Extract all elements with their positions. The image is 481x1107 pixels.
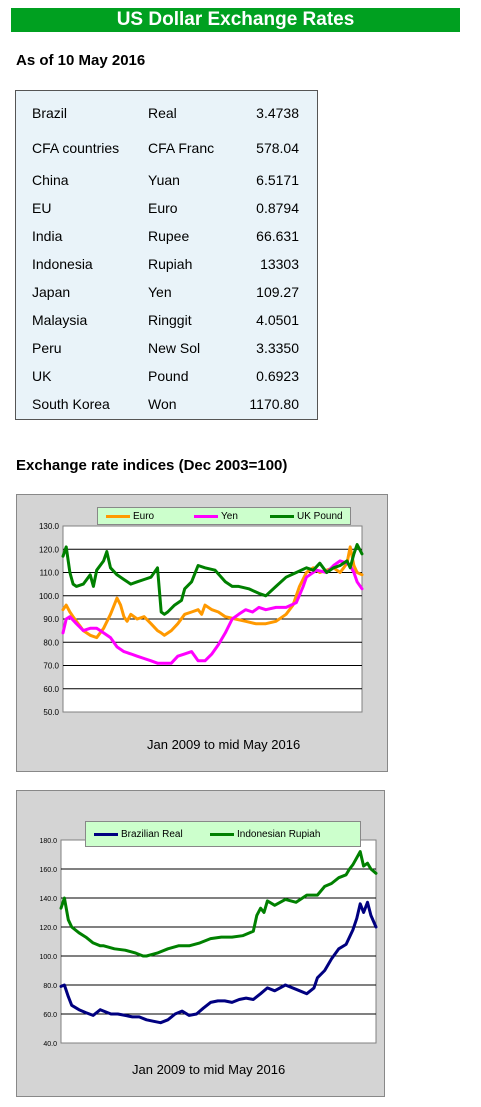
rate-value: 6.5171 bbox=[256, 172, 299, 188]
series-line-brazilian-real bbox=[59, 900, 378, 1025]
legend-item: UK Pound bbox=[270, 508, 343, 524]
chart-legend: Euro Yen UK Pound bbox=[97, 507, 351, 525]
rate-value: 3.3350 bbox=[256, 340, 299, 356]
rate-country: CFA countries bbox=[32, 140, 120, 156]
rate-value: 4.0501 bbox=[256, 312, 299, 328]
y-tick-label: 70.0 bbox=[43, 662, 59, 671]
rate-currency: CFA Franc bbox=[148, 140, 215, 156]
legend-label: Euro bbox=[133, 510, 155, 522]
indices-heading: Exchange rate indices (Dec 2003=100) bbox=[16, 457, 288, 474]
rate-value: 0.6923 bbox=[256, 368, 299, 384]
rate-value: 13303 bbox=[260, 256, 299, 272]
rate-currency: Yen bbox=[148, 284, 172, 300]
legend-label: Indonesian Rupiah bbox=[237, 828, 321, 840]
y-tick-label: 180.0 bbox=[39, 838, 57, 845]
page-title: US Dollar Exchange Rates bbox=[11, 8, 460, 32]
rate-row: Indonesia Rupiah 13303 bbox=[16, 252, 317, 276]
legend-label: Brazilian Real bbox=[121, 828, 183, 840]
rate-row: India Rupee 66.631 bbox=[16, 224, 317, 248]
y-tick-label: 100.0 bbox=[39, 592, 60, 601]
legend-item: Indonesian Rupiah bbox=[210, 826, 320, 842]
chart-x-caption: Jan 2009 to mid May 2016 bbox=[132, 1062, 286, 1077]
rate-currency: Pound bbox=[148, 368, 189, 384]
index-chart: 130.0 120.0 110.0 100.0 90.0 80.0 70.0 60.0 50.0 bbox=[39, 522, 364, 717]
chart-x-caption: Jan 2009 to mid May 2016 bbox=[147, 737, 301, 752]
rate-value: 1170.80 bbox=[249, 396, 299, 412]
rate-country: Indonesia bbox=[32, 256, 93, 272]
y-tick-label: 90.0 bbox=[43, 615, 59, 624]
y-tick-label: 80.0 bbox=[43, 983, 57, 990]
chart-panel-2: 180.0 160.0 140.0 120.0 100.0 80.0 60.0 40.0 Br… bbox=[16, 790, 385, 1097]
rate-country: EU bbox=[32, 200, 52, 216]
as-of-date: As of 10 May 2016 bbox=[16, 52, 146, 69]
y-tick-label: 140.0 bbox=[39, 896, 57, 903]
legend-swatch bbox=[94, 832, 118, 836]
y-tick-label: 50.0 bbox=[43, 708, 59, 717]
rate-country: China bbox=[32, 172, 69, 188]
legend-label: UK Pound bbox=[297, 510, 343, 522]
series-line-uk-pound bbox=[61, 543, 364, 616]
y-tick-label: 80.0 bbox=[43, 638, 59, 647]
rate-currency: Rupee bbox=[148, 228, 190, 244]
y-tick-label: 60.0 bbox=[43, 1012, 57, 1019]
rate-currency: Yuan bbox=[148, 172, 180, 188]
chart-panel-1: 130.0 120.0 110.0 100.0 90.0 80.0 70.0 60.0 50.0… bbox=[16, 494, 388, 772]
rate-row: China Yuan 6.5171 bbox=[16, 168, 317, 192]
y-tick-label: 60.0 bbox=[43, 685, 59, 694]
series-line-yen bbox=[61, 559, 364, 665]
currency-chart: 180.0 160.0 140.0 120.0 100.0 80.0 60.0 40.0 bbox=[39, 838, 378, 1048]
rate-row: EU Euro 0.8794 bbox=[16, 196, 317, 220]
y-tick-label: 130.0 bbox=[39, 522, 60, 531]
rate-country: Peru bbox=[32, 340, 62, 356]
rate-country: UK bbox=[32, 368, 52, 384]
rate-value: 109.27 bbox=[256, 284, 299, 300]
rate-row: Peru New Sol 3.3350 bbox=[16, 336, 317, 360]
y-tick-label: 100.0 bbox=[39, 954, 57, 961]
rate-country: Japan bbox=[32, 284, 71, 300]
rate-currency: Won bbox=[148, 396, 177, 412]
rates-table: Brazil Real 3.4738 CFA countries CFA Franc 57… bbox=[15, 90, 318, 420]
legend-swatch bbox=[194, 514, 218, 518]
rate-row: UK Pound 0.6923 bbox=[16, 364, 317, 388]
rate-value: 3.4738 bbox=[256, 105, 299, 121]
legend-swatch bbox=[270, 514, 294, 518]
rate-currency: New Sol bbox=[148, 340, 201, 356]
legend-item: Euro bbox=[106, 508, 154, 524]
legend-item: Brazilian Real bbox=[94, 826, 183, 842]
rate-value: 578.04 bbox=[256, 140, 299, 156]
rate-currency: Real bbox=[148, 105, 177, 121]
rate-row: Malaysia Ringgit 4.0501 bbox=[16, 308, 317, 332]
rate-currency: Rupiah bbox=[148, 256, 193, 272]
y-tick-label: 110.0 bbox=[40, 569, 60, 578]
rate-currency: Ringgit bbox=[148, 312, 192, 328]
y-tick-label: 120.0 bbox=[39, 925, 57, 932]
legend-label: Yen bbox=[221, 510, 238, 522]
rate-value: 0.8794 bbox=[256, 200, 299, 216]
rate-country: Brazil bbox=[32, 105, 68, 121]
rate-country: India bbox=[32, 228, 63, 244]
rate-currency: Euro bbox=[148, 200, 178, 216]
legend-swatch bbox=[106, 514, 130, 518]
legend-item: Yen bbox=[194, 508, 238, 524]
rate-row: Brazil Real 3.4738 bbox=[16, 101, 317, 125]
rate-value: 66.631 bbox=[256, 228, 299, 244]
rate-row: South Korea Won 1170.80 bbox=[16, 392, 317, 416]
y-tick-label: 40.0 bbox=[43, 1041, 57, 1048]
rate-row: Japan Yen 109.27 bbox=[16, 280, 317, 304]
y-tick-label: 120.0 bbox=[39, 545, 60, 554]
series-line-indonesian-rupiah bbox=[59, 850, 378, 958]
rate-country: South Korea bbox=[32, 396, 110, 412]
y-tick-label: 160.0 bbox=[39, 867, 57, 874]
rate-country: Malaysia bbox=[32, 312, 88, 328]
rate-row: CFA countries CFA Franc 578.04 bbox=[16, 136, 317, 160]
chart-legend: Brazilian Real Indonesian Rupiah bbox=[85, 821, 361, 847]
legend-swatch bbox=[210, 832, 234, 836]
plot-area bbox=[60, 839, 377, 1044]
